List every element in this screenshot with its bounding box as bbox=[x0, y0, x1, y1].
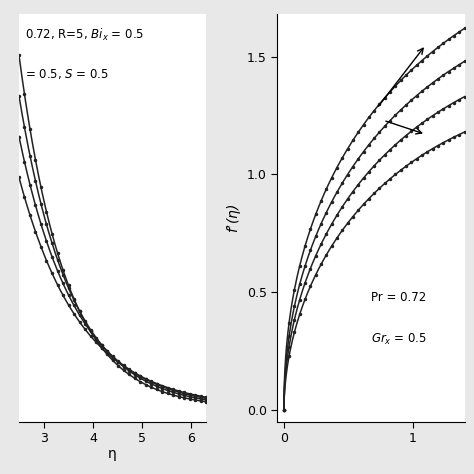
Text: Pr = 0.72: Pr = 0.72 bbox=[371, 292, 426, 304]
Text: = 0.5, $S$ = 0.5: = 0.5, $S$ = 0.5 bbox=[25, 67, 109, 81]
Y-axis label: $f$’(η): $f$’(η) bbox=[225, 203, 243, 233]
X-axis label: η: η bbox=[108, 447, 117, 461]
Text: 0.72, R=5, $Bi_x$ = 0.5: 0.72, R=5, $Bi_x$ = 0.5 bbox=[25, 27, 144, 43]
Text: $Gr_x$ = 0.5: $Gr_x$ = 0.5 bbox=[371, 332, 427, 347]
